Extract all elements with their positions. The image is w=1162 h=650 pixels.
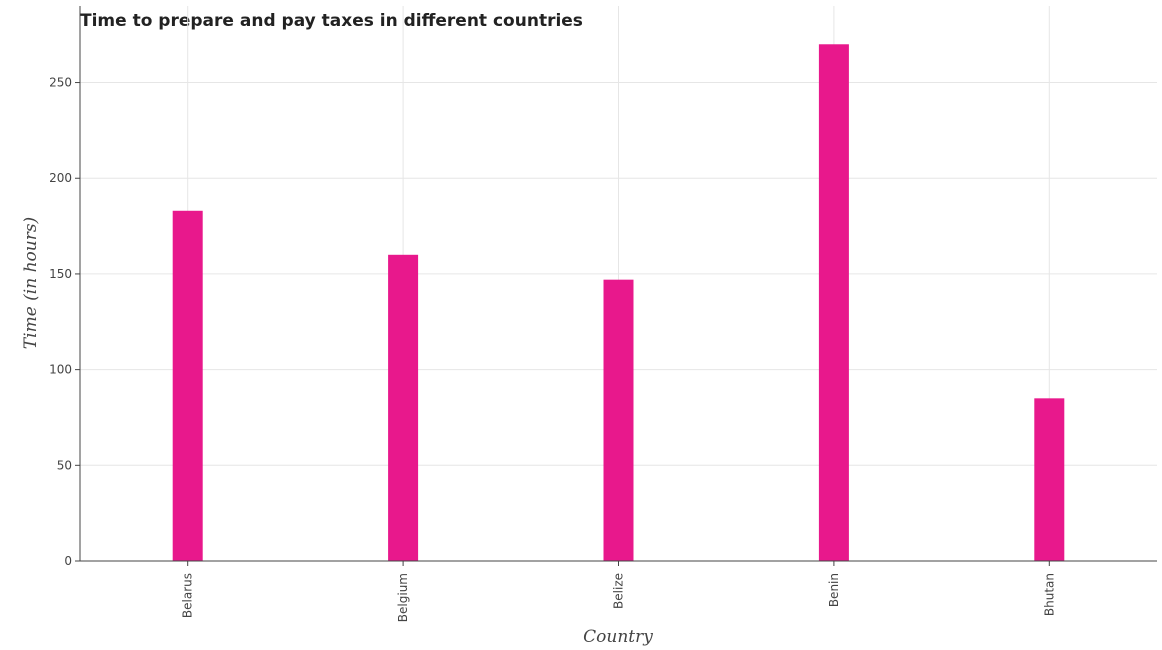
y-tick-label: 0 xyxy=(64,554,72,568)
x-tick-label: Benin xyxy=(827,573,841,607)
bar-belgium xyxy=(388,254,419,562)
bar-benin xyxy=(818,44,849,561)
y-tick-label: 150 xyxy=(49,267,72,281)
x-tick-label: Belgium xyxy=(396,573,410,622)
x-tick-label: Belarus xyxy=(181,573,195,618)
y-tick-label: 250 xyxy=(49,76,72,90)
y-ticks: 0 50 100 150 200 250 xyxy=(49,76,80,568)
x-tick-label: Belize xyxy=(612,573,626,609)
y-tick-label: 100 xyxy=(49,363,72,377)
bar-belize xyxy=(603,279,634,561)
bar-belarus xyxy=(172,210,203,561)
x-ticks: Belarus Belgium Belize Benin Bhutan xyxy=(181,561,1056,622)
y-axis-label: Time (in hours) xyxy=(21,217,41,349)
y-tick-label: 200 xyxy=(49,171,72,185)
x-tick-label: Bhutan xyxy=(1042,573,1056,616)
bars xyxy=(172,44,1065,562)
x-axis-label: Country xyxy=(583,627,653,647)
y-tick-label: 50 xyxy=(57,458,72,472)
bar-bhutan xyxy=(1034,398,1065,561)
chart-title: Time to prepare and pay taxes in differe… xyxy=(80,11,583,31)
